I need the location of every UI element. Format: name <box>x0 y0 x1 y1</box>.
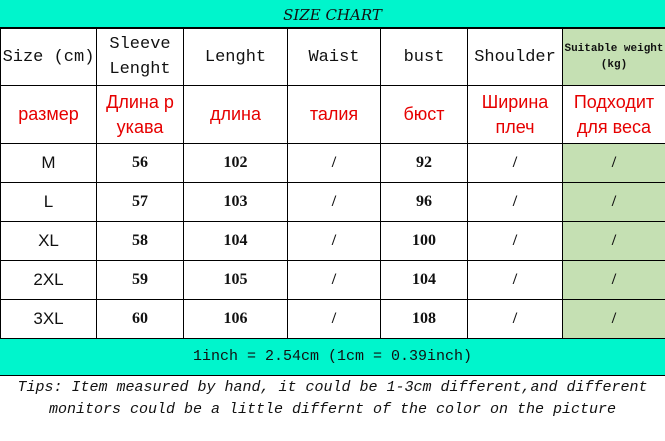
cell-shoulder: / <box>467 182 563 222</box>
cell-weight: / <box>562 221 665 261</box>
header-bust: bust <box>380 28 468 86</box>
header-ru-size: размер <box>0 85 97 144</box>
table-row: M 56 102/92// <box>0 143 665 183</box>
cell-waist: / <box>287 182 381 222</box>
table-row: L 57 103/96// <box>0 182 665 222</box>
cell-waist: / <box>287 299 381 339</box>
header-weight: Suitable weight (kg) <box>562 28 665 86</box>
header-ru-length: длина <box>183 85 288 144</box>
cell-length: 106 <box>183 299 288 339</box>
cell-shoulder: / <box>467 221 563 261</box>
header-length: Lenght <box>183 28 288 86</box>
header-sleeve: Sleeve Lenght <box>96 28 184 86</box>
cell-length: 105 <box>183 260 288 300</box>
tips-text: Tips: Item measured by hand, it could be… <box>17 379 648 418</box>
header-row-russian: размер Длина р укава длина талия бюст Ши… <box>0 85 665 144</box>
cell-sleeve: 57 <box>96 182 184 222</box>
size-chart-title: SIZE CHART <box>0 0 665 28</box>
cell-size: L <box>0 182 97 222</box>
cell-length: 102 <box>183 143 288 183</box>
cell-bust: 100 <box>380 221 468 261</box>
table-row: 2XL 59 105/104// <box>0 260 665 300</box>
header-ru-weight: Подходит для веса <box>562 85 665 144</box>
cell-waist: / <box>287 143 381 183</box>
cell-shoulder: / <box>467 143 563 183</box>
header-ru-shoulder: Ширина плеч <box>467 85 563 144</box>
cell-waist: / <box>287 260 381 300</box>
header-shoulder: Shoulder <box>467 28 563 86</box>
cell-weight: / <box>562 143 665 183</box>
table-row: XL 58 104/100// <box>0 221 665 261</box>
cell-length: 104 <box>183 221 288 261</box>
cell-sleeve: 56 <box>96 143 184 183</box>
size-table: Size (cm) Sleeve Lenght Lenght Waist bus… <box>0 28 665 339</box>
header-ru-bust: бюст <box>380 85 468 144</box>
cell-sleeve: 60 <box>96 299 184 339</box>
cell-bust: 104 <box>380 260 468 300</box>
cell-sleeve: 58 <box>96 221 184 261</box>
cell-sleeve: 59 <box>96 260 184 300</box>
header-waist: Waist <box>287 28 381 86</box>
cell-bust: 92 <box>380 143 468 183</box>
cell-waist: / <box>287 221 381 261</box>
cell-shoulder: / <box>467 260 563 300</box>
cell-size: 2XL <box>0 260 97 300</box>
conversion-note: 1inch = 2.54cm (1cm = 0.39inch) <box>0 338 665 376</box>
cell-shoulder: / <box>467 299 563 339</box>
cell-bust: 96 <box>380 182 468 222</box>
cell-size: 3XL <box>0 299 97 339</box>
cell-size: M <box>0 143 97 183</box>
cell-weight: / <box>562 260 665 300</box>
header-row: Size (cm) Sleeve Lenght Lenght Waist bus… <box>0 28 665 86</box>
header-ru-waist: талия <box>287 85 381 144</box>
cell-weight: / <box>562 182 665 222</box>
header-ru-sleeve: Длина р укава <box>96 85 184 144</box>
table-row: 3XL 60 106/108// <box>0 299 665 339</box>
cell-size: XL <box>0 221 97 261</box>
cell-weight: / <box>562 299 665 339</box>
cell-bust: 108 <box>380 299 468 339</box>
cell-length: 103 <box>183 182 288 222</box>
header-size: Size (cm) <box>0 28 97 86</box>
